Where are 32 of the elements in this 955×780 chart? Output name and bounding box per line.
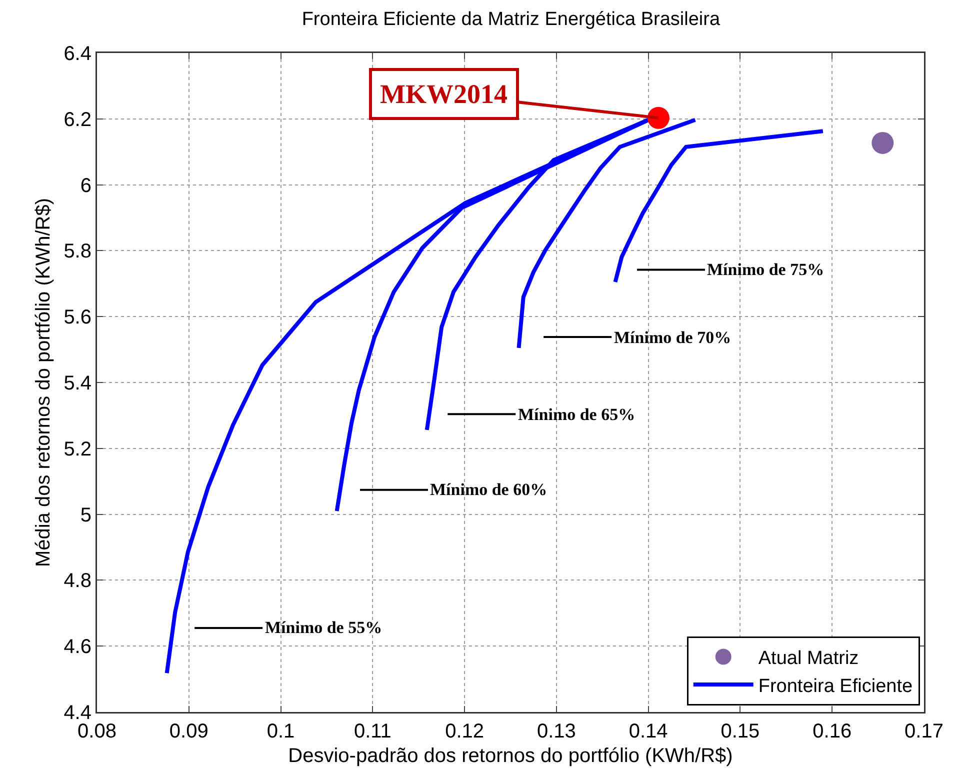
x-tick-label: 0.12 bbox=[445, 720, 484, 742]
y-tick-label: 5.8 bbox=[64, 240, 92, 263]
annotation: Mínimo de 65% bbox=[518, 405, 636, 424]
legend-label: Atual Matriz bbox=[758, 648, 859, 670]
x-tick-label: 0.17 bbox=[904, 720, 944, 742]
line-series bbox=[613, 129, 825, 284]
y-tick-label: 6.2 bbox=[64, 108, 92, 131]
y-tick-label: 6 bbox=[80, 174, 92, 197]
annotation: Mínimo de 60% bbox=[430, 480, 548, 499]
x-tick-label: 0.13 bbox=[536, 720, 576, 742]
chart-title: Fronteira Eficiente da Matriz Energética Brasileira bbox=[302, 9, 720, 30]
x-tick-label: 0.16 bbox=[812, 720, 852, 742]
legend-label: Fronteira Eficiente bbox=[758, 676, 913, 697]
y-tick-label: 5.2 bbox=[64, 438, 92, 460]
x-tick-label: 0.11 bbox=[354, 720, 392, 742]
y-tick-label: 5.6 bbox=[64, 306, 92, 329]
annotation: Mínimo de 55% bbox=[265, 618, 382, 637]
x-tick-label: 0.15 bbox=[720, 720, 760, 742]
x-tick-label: 0.1 bbox=[266, 720, 295, 742]
y-tick-label: 5.4 bbox=[64, 372, 92, 394]
y-tick-label: 6.4 bbox=[64, 43, 92, 65]
y-tick-label: 4.8 bbox=[64, 570, 92, 592]
annotation: MKW2014 bbox=[380, 79, 508, 109]
y-tick-label: 4.6 bbox=[64, 636, 92, 658]
x-axis-title: Desvio-padrão dos retornos do portfólio (KWh/R$) bbox=[288, 744, 733, 767]
y-axis-title: Média dos retornos do portfólio (KWh/R$) bbox=[32, 198, 54, 568]
y-tick-label: 5 bbox=[80, 504, 92, 526]
x-tick-label: 0.14 bbox=[628, 720, 668, 742]
annotation: Mínimo de 75% bbox=[707, 260, 824, 279]
x-tick-label: 0.09 bbox=[169, 720, 208, 742]
annotation: Mínimo de 70% bbox=[614, 328, 732, 347]
line-series bbox=[516, 118, 698, 350]
